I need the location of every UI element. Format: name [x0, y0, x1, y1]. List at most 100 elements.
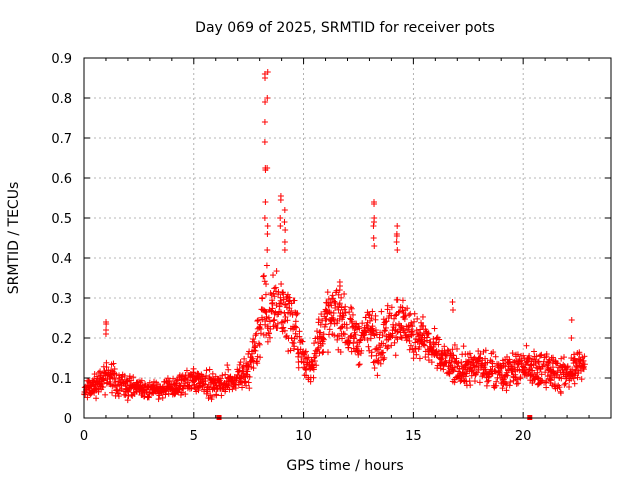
data-point — [412, 339, 419, 346]
data-point — [251, 339, 258, 346]
data-point — [128, 377, 135, 384]
data-point — [394, 223, 401, 229]
data-point — [373, 331, 380, 338]
data-point — [354, 343, 361, 350]
x-tick-label: 5 — [190, 429, 198, 444]
data-point — [302, 348, 309, 355]
data-point — [111, 375, 118, 382]
data-point — [371, 365, 378, 372]
data-point — [124, 397, 131, 404]
data-point — [319, 340, 326, 347]
data-point — [371, 243, 378, 249]
data-point — [392, 312, 399, 319]
data-point — [218, 392, 225, 399]
data-point — [331, 332, 338, 339]
data-point — [313, 362, 320, 369]
data-point — [102, 331, 109, 337]
data-point — [100, 377, 107, 384]
data-point — [146, 379, 153, 386]
data-point — [342, 309, 349, 316]
data-point — [338, 324, 345, 331]
data-point — [271, 316, 278, 323]
data-point — [213, 392, 220, 399]
data-point — [271, 293, 278, 300]
data-point — [103, 359, 110, 366]
data-point — [283, 304, 290, 311]
data-point — [352, 331, 359, 338]
data-point — [348, 305, 355, 312]
data-point — [413, 351, 420, 358]
data-point — [155, 396, 162, 403]
data-point — [319, 317, 326, 324]
data-point — [266, 334, 273, 341]
data-point — [509, 350, 516, 357]
data-point — [443, 352, 450, 359]
data-point — [393, 239, 400, 245]
data-point — [371, 201, 378, 207]
data-point — [438, 356, 445, 363]
data-point — [332, 304, 339, 311]
data-point — [321, 323, 328, 330]
data-point — [305, 354, 312, 361]
data-point — [492, 353, 499, 360]
data-point — [558, 375, 565, 382]
data-point — [295, 359, 302, 366]
data-point — [365, 343, 372, 350]
data-point — [178, 389, 185, 396]
data-point — [286, 294, 293, 301]
data-point — [261, 139, 268, 145]
data-points — [81, 69, 588, 404]
data-point — [277, 215, 284, 221]
data-point — [430, 343, 437, 350]
data-point — [570, 351, 577, 358]
data-point — [346, 309, 353, 316]
data-point — [236, 367, 243, 374]
data-point — [539, 363, 546, 370]
data-point — [466, 350, 473, 357]
data-point — [254, 360, 261, 367]
data-point — [326, 309, 333, 316]
data-point — [250, 365, 257, 372]
data-point — [298, 337, 305, 344]
data-point — [383, 318, 390, 325]
data-point — [446, 370, 453, 377]
data-point — [264, 165, 271, 171]
data-point — [399, 297, 406, 304]
data-point — [458, 359, 465, 366]
data-point — [229, 386, 236, 393]
data-point — [281, 207, 288, 213]
data-point — [288, 334, 295, 341]
data-point — [311, 358, 318, 365]
data-point — [351, 335, 358, 342]
data-point — [398, 335, 405, 342]
data-point — [269, 305, 276, 312]
data-point — [293, 324, 300, 331]
data-point — [391, 339, 398, 346]
data-point — [359, 320, 366, 327]
data-point — [219, 372, 226, 379]
data-point — [520, 352, 527, 359]
data-point — [113, 386, 120, 393]
data-point — [284, 317, 291, 324]
data-point — [388, 304, 395, 311]
data-point — [560, 361, 567, 368]
x-axis-title: GPS time / hours — [286, 458, 403, 474]
data-point — [272, 284, 279, 291]
data-point — [335, 291, 342, 298]
y-tick-label: 0.9 — [51, 52, 72, 67]
data-point — [372, 312, 379, 319]
data-point — [330, 310, 337, 317]
data-point — [274, 320, 281, 327]
data-point — [245, 379, 252, 386]
data-point — [546, 358, 553, 365]
data-point — [376, 334, 383, 341]
data-point — [222, 371, 229, 378]
data-point — [482, 347, 489, 354]
data-point — [250, 347, 257, 354]
data-point — [542, 379, 549, 386]
data-point — [516, 367, 523, 374]
data-point — [538, 371, 545, 378]
data-point — [202, 378, 209, 385]
data-point — [507, 378, 514, 385]
data-point — [532, 360, 539, 367]
